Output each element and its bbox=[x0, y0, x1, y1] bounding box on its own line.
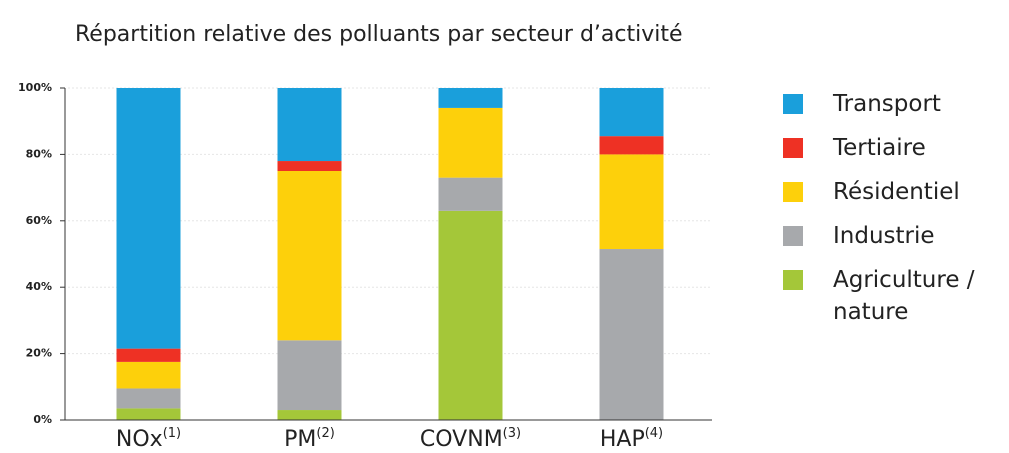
bar-segment bbox=[116, 88, 181, 349]
bar-segment bbox=[277, 171, 342, 341]
legend-swatch bbox=[783, 182, 803, 202]
category-name: COVNM bbox=[420, 427, 503, 452]
legend-swatch bbox=[783, 270, 803, 290]
legend-swatch bbox=[783, 226, 803, 246]
category-name: NOx bbox=[116, 427, 163, 452]
legend-label: Résidentiel bbox=[833, 179, 960, 205]
category-note: (1) bbox=[163, 426, 181, 441]
x-tick-label: PM(2) bbox=[284, 426, 335, 453]
y-tick-label: 100% bbox=[18, 81, 52, 94]
chart-title: Répartition relative des polluants par s… bbox=[75, 22, 683, 47]
legend-swatch bbox=[783, 138, 803, 158]
legend-item: Agriculture / nature bbox=[780, 264, 1006, 328]
category-note: (4) bbox=[645, 426, 663, 441]
bar-segment bbox=[277, 340, 342, 411]
bar-segment bbox=[116, 348, 181, 362]
category-name: PM bbox=[284, 427, 316, 452]
legend-item: Transport bbox=[780, 88, 1006, 120]
bar-segment bbox=[599, 88, 664, 137]
y-tick-label: 40% bbox=[26, 280, 52, 293]
bar-segment bbox=[116, 408, 181, 420]
legend-label: Agriculture / nature bbox=[833, 267, 975, 325]
bar-segment bbox=[277, 88, 342, 162]
bar-segment bbox=[599, 249, 664, 420]
category-name: HAP bbox=[600, 427, 645, 452]
bar-segment bbox=[599, 154, 664, 250]
legend-label: Transport bbox=[833, 91, 941, 117]
legend-label: Tertiaire bbox=[833, 135, 926, 161]
legend-item: Résidentiel bbox=[780, 176, 1006, 208]
bar-segment bbox=[277, 410, 342, 420]
legend-swatch bbox=[783, 94, 803, 114]
bar-segment bbox=[277, 161, 342, 171]
x-tick-label: HAP(4) bbox=[600, 426, 663, 453]
x-tick-label: COVNM(3) bbox=[420, 426, 521, 453]
bar-segment bbox=[116, 388, 181, 409]
legend-item: Industrie bbox=[780, 220, 1006, 252]
legend: Transport Tertiaire Résidentiel Industrie Ag… bbox=[780, 88, 1006, 340]
x-tick-label: NOx(1) bbox=[116, 426, 181, 453]
y-tick-label: 0% bbox=[33, 413, 52, 426]
bar-segment bbox=[438, 88, 503, 108]
y-tick-label: 60% bbox=[26, 214, 52, 227]
legend-label: Industrie bbox=[833, 223, 935, 249]
y-tick-label: 20% bbox=[26, 347, 52, 360]
bar-segment bbox=[438, 210, 503, 420]
legend-item: Tertiaire bbox=[780, 132, 1006, 164]
y-tick-label: 80% bbox=[26, 147, 52, 160]
category-note: (2) bbox=[316, 426, 334, 441]
bar-segment bbox=[438, 107, 503, 178]
category-note: (3) bbox=[503, 426, 521, 441]
bar-segment bbox=[599, 136, 664, 155]
bar-segment bbox=[438, 177, 503, 211]
bar-segment bbox=[116, 361, 181, 389]
